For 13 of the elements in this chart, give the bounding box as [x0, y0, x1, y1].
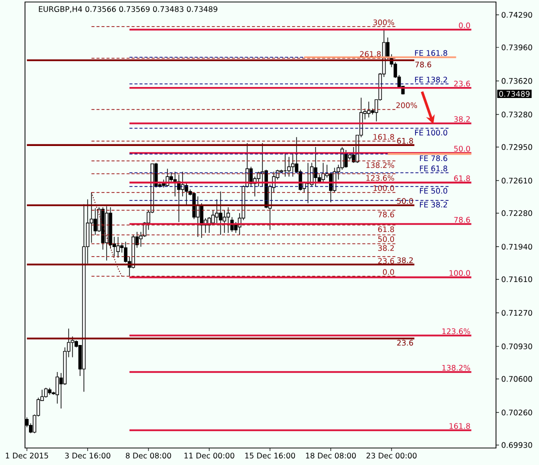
candlestick [321, 162, 325, 183]
candlestick [44, 387, 48, 398]
line-series [91, 192, 122, 277]
candlestick [367, 101, 370, 118]
candlestick [218, 191, 222, 236]
candlestick [291, 152, 295, 177]
candlestick [196, 196, 200, 238]
candlestick [90, 192, 94, 244]
candlestick [226, 206, 230, 234]
candlestick [70, 336, 74, 358]
candlestick [314, 146, 318, 187]
candlestick [116, 236, 120, 258]
candlestick [215, 198, 219, 224]
